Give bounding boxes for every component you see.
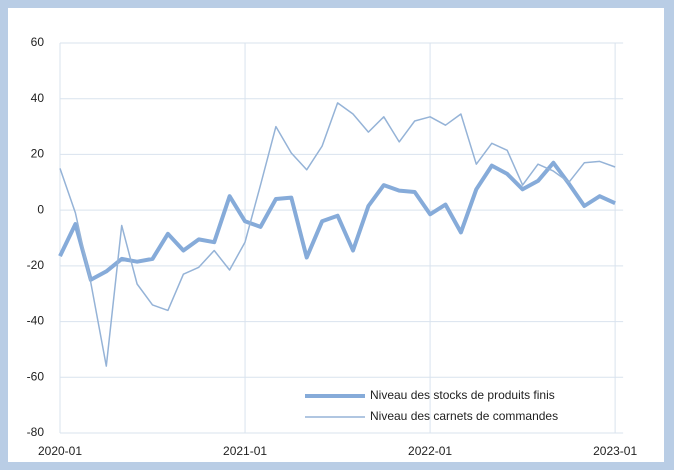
y-tick-label: -80 (27, 425, 45, 439)
legend-label: Niveau des carnets de commandes (370, 409, 558, 423)
series-line (58, 160, 616, 282)
y-tick-label: -60 (27, 369, 45, 383)
x-tick-label: 2023-01 (593, 444, 637, 458)
y-tick-label: 0 (37, 202, 44, 216)
y-tick-label: 60 (31, 35, 45, 49)
series-line (59, 102, 616, 367)
legend-label: Niveau des stocks de produits finis (370, 388, 555, 402)
x-tick-label: 2020-01 (38, 444, 82, 458)
y-tick-label: -40 (27, 314, 45, 328)
y-tick-label: 20 (31, 147, 45, 161)
x-tick-label: 2022-01 (408, 444, 452, 458)
x-tick-label: 2021-01 (223, 444, 267, 458)
y-tick-label: -20 (27, 258, 45, 272)
plot-panel (8, 8, 664, 462)
y-tick-label: 40 (31, 91, 45, 105)
